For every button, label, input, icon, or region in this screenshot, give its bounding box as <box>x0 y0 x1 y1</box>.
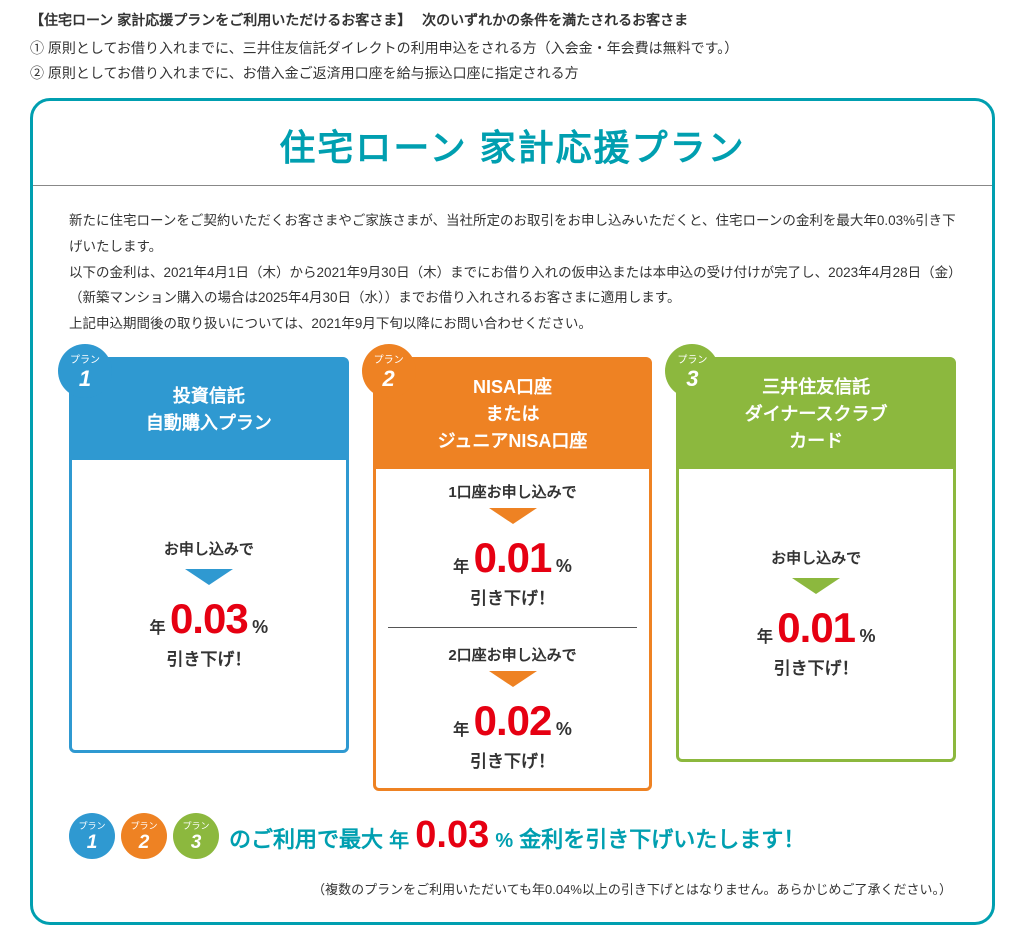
intro-heading: 【住宅ローン 家計応援プランをご利用いただけるお客さま】 次のいずれかの条件を満… <box>30 10 995 30</box>
plan-label: プラン <box>374 356 404 366</box>
plan-3-rate: 年 0.01 % <box>687 604 945 652</box>
plan-2-badge: プラン 2 <box>362 344 416 398</box>
mini-badge-2: プラン 2 <box>121 813 167 859</box>
mini-badge-3: プラン 3 <box>173 813 219 859</box>
summary-rate: 0.03 <box>415 814 489 856</box>
rate-value: 0.01 <box>777 604 855 651</box>
plan-3: プラン 3 三井住友信託 ダイナースクラブ カード お申し込みで 年 0.01 … <box>676 357 956 791</box>
summary-post: 金利を引き下げいたします！ <box>519 827 805 852</box>
seg1-rate: 年 0.01 % <box>384 534 642 582</box>
rate-percent: % <box>556 556 572 576</box>
summary-text: のご利用で最大 年 0.03 % 金利を引き下げいたします！ <box>229 814 805 857</box>
plans-row: プラン 1 投資信託 自動購入プラン お申し込みで 年 0.03 % 引き下げ！ <box>33 347 992 791</box>
mini-num: 3 <box>191 833 202 852</box>
summary-line: プラン 1 プラン 2 プラン 3 のご利用で最大 年 0.03 % 金利を引き… <box>33 791 992 863</box>
summary-year: 年 <box>389 830 409 852</box>
footnote: （複数のプランをご利用いただいても年0.04%以上の引き下げとはなりません。あら… <box>33 863 992 922</box>
plan-2-segment-2: 2口座お申し込みで 年 0.02 % 引き下げ！ <box>384 642 642 776</box>
intro-condition-2: ② 原則としてお借り入れまでに、お借入金ご返済用口座を給与振込口座に指定される方 <box>30 61 995 86</box>
rate-value: 0.02 <box>474 697 552 744</box>
divider <box>388 627 638 628</box>
plan-1-title: 投資信託 自動購入プラン <box>72 360 346 460</box>
seg2-apply-label: 2口座お申し込みで <box>384 644 642 665</box>
mini-num: 1 <box>87 833 98 852</box>
rate-prefix: 年 <box>149 620 165 637</box>
plan-2-segment-1: 1口座お申し込みで 年 0.01 % 引き下げ！ <box>384 479 642 613</box>
plan-1-apply-label: お申し込みで <box>80 538 338 559</box>
main-title: 住宅ローン 家計応援プラン <box>33 119 992 171</box>
seg2-rate: 年 0.02 % <box>384 697 642 745</box>
summary-pct: % <box>495 830 513 852</box>
plan-3-title: 三井住友信託 ダイナースクラブ カード <box>679 360 953 469</box>
plan-1-number: 1 <box>79 368 91 390</box>
plan-2-number: 2 <box>383 368 395 390</box>
rate-percent: % <box>860 626 876 646</box>
plan-2: プラン 2 NISA口座 または ジュニアNISA口座 1口座お申し込みで 年 … <box>373 357 653 791</box>
mini-num: 2 <box>139 833 150 852</box>
title-area: 住宅ローン 家計応援プラン <box>33 101 992 186</box>
summary-pre: のご利用で最大 <box>229 827 383 852</box>
plan-label: プラン <box>78 822 105 831</box>
plan-label: プラン <box>130 822 157 831</box>
plan-label: プラン <box>70 356 100 366</box>
mini-badges: プラン 1 プラン 2 プラン 3 <box>69 813 219 859</box>
arrow-down-icon <box>792 578 840 594</box>
plan-1-rate: 年 0.03 % <box>80 595 338 643</box>
plan-3-suffix: 引き下げ！ <box>687 654 945 679</box>
plan-label: プラン <box>677 356 707 366</box>
seg1-suffix: 引き下げ！ <box>384 584 642 609</box>
rate-percent: % <box>252 617 268 637</box>
plan-1-badge: プラン 1 <box>58 344 112 398</box>
rate-prefix: 年 <box>453 559 469 576</box>
arrow-down-icon <box>489 671 537 687</box>
plan-1: プラン 1 投資信託 自動購入プラン お申し込みで 年 0.03 % 引き下げ！ <box>69 357 349 791</box>
plan-1-suffix: 引き下げ！ <box>80 645 338 670</box>
rate-value: 0.01 <box>474 534 552 581</box>
seg1-apply-label: 1口座お申し込みで <box>384 481 642 502</box>
description-text: 新たに住宅ローンをご契約いただくお客さまやご家族さまが、当社所定のお取引をお申し… <box>33 186 992 346</box>
plan-3-number: 3 <box>686 368 698 390</box>
arrow-down-icon <box>185 569 233 585</box>
rate-prefix: 年 <box>453 722 469 739</box>
mini-badge-1: プラン 1 <box>69 813 115 859</box>
arrow-down-icon <box>489 508 537 524</box>
plan-2-title: NISA口座 または ジュニアNISA口座 <box>376 360 650 469</box>
rate-value: 0.03 <box>170 595 248 642</box>
plan-3-badge: プラン 3 <box>665 344 719 398</box>
rate-prefix: 年 <box>757 629 773 646</box>
main-plan-box: 住宅ローン 家計応援プラン 新たに住宅ローンをご契約いただくお客さまやご家族さま… <box>30 98 995 924</box>
plan-3-apply-label: お申し込みで <box>687 547 945 568</box>
rate-percent: % <box>556 719 572 739</box>
intro-condition-1: ① 原則としてお借り入れまでに、三井住友信託ダイレクトの利用申込をされる方（入会… <box>30 36 995 61</box>
seg2-suffix: 引き下げ！ <box>384 747 642 772</box>
plan-label: プラン <box>182 822 209 831</box>
